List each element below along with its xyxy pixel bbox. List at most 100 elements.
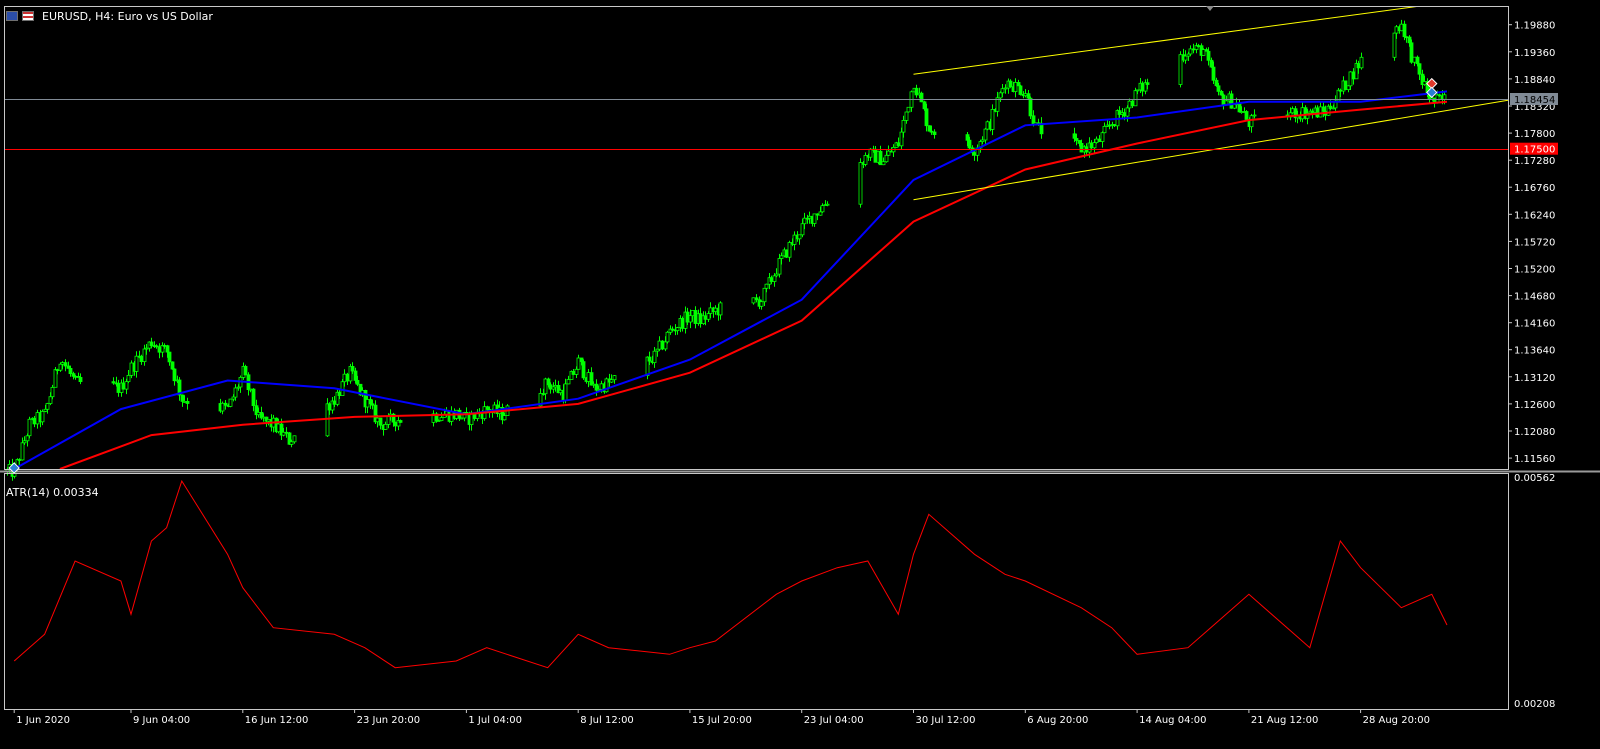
candle-body <box>365 399 370 408</box>
candle-body <box>180 394 185 402</box>
candle-body <box>754 297 759 301</box>
candle-body <box>769 277 774 282</box>
candle-body <box>858 162 863 205</box>
price-tick-label: 1.17280 <box>1514 156 1555 167</box>
candle-body <box>825 203 830 206</box>
candle <box>383 421 388 430</box>
candle-body <box>553 384 558 388</box>
candle <box>967 136 972 150</box>
price-tick-label: 1.17800 <box>1514 129 1555 140</box>
candle-body <box>873 148 878 163</box>
candle-body <box>256 411 261 416</box>
candle-body <box>233 387 238 398</box>
candle <box>1343 80 1348 91</box>
candle-body <box>1125 107 1130 117</box>
candle <box>1194 42 1199 54</box>
candle-body <box>543 378 548 395</box>
candle-body <box>792 234 797 245</box>
candle <box>985 120 990 131</box>
candle <box>751 297 756 305</box>
moving-average-line <box>13 90 1448 470</box>
price-tick-label: 1.18840 <box>1514 75 1555 86</box>
main-pane-frame <box>4 6 1509 470</box>
candle-body <box>1178 54 1183 85</box>
candle <box>546 377 551 388</box>
candle-body <box>1188 48 1193 55</box>
candle <box>1018 84 1023 96</box>
candle-body <box>896 142 901 147</box>
candle-body <box>886 150 891 156</box>
candle-body <box>932 131 937 135</box>
candle <box>858 158 863 208</box>
candle <box>927 125 932 132</box>
candle-body <box>586 372 591 382</box>
time-tick-label: 21 Aug 12:00 <box>1251 715 1318 726</box>
time-tick-label: 28 Aug 20:00 <box>1363 715 1430 726</box>
candle <box>1415 55 1420 67</box>
candle-body <box>718 302 723 316</box>
candle-body <box>998 92 1003 99</box>
candle-body <box>439 417 444 421</box>
candle <box>1178 51 1183 88</box>
candle-body <box>340 381 345 397</box>
pane-frames <box>0 6 1600 710</box>
candle-body <box>1092 142 1097 149</box>
candle-body <box>901 120 906 133</box>
time-tick-label: 14 Aug 04:00 <box>1139 715 1206 726</box>
candle-body <box>353 370 358 381</box>
candle <box>172 368 177 386</box>
atr-line <box>13 479 1448 669</box>
candle <box>22 436 27 445</box>
level-price-badge: 1.17500 <box>1514 145 1555 156</box>
candle <box>350 362 355 374</box>
candle <box>1409 39 1414 64</box>
candle-body <box>378 417 383 426</box>
candle <box>792 231 797 251</box>
atr-pane-frame <box>4 473 1509 710</box>
candle <box>177 377 182 401</box>
candle-body <box>142 348 147 363</box>
candle <box>165 344 170 358</box>
candle-body <box>126 374 131 382</box>
candle <box>1102 122 1107 134</box>
candle-body <box>972 152 977 156</box>
candle-body <box>124 381 129 390</box>
candle <box>919 91 924 103</box>
candle <box>243 364 248 376</box>
candle-body <box>980 139 985 143</box>
candle-body <box>818 211 823 216</box>
candle <box>129 360 134 379</box>
candle-body <box>1351 71 1356 80</box>
candle <box>983 127 988 145</box>
candle-body <box>1209 59 1214 68</box>
candle-body <box>1394 26 1399 34</box>
candle <box>663 336 668 352</box>
candle-body <box>332 400 337 405</box>
candle <box>800 218 805 238</box>
candle-body <box>1211 66 1216 81</box>
candle <box>1359 52 1364 70</box>
candle-body <box>663 341 668 350</box>
candle-body <box>1244 111 1249 120</box>
candle-body <box>772 275 777 282</box>
candle <box>396 415 401 431</box>
candle-body <box>906 106 911 113</box>
candle <box>71 371 76 380</box>
candle-body <box>459 417 464 420</box>
candle-body <box>800 223 805 236</box>
time-tick-label: 1 Jun 2020 <box>16 715 70 726</box>
candle <box>825 201 830 207</box>
candle-body <box>787 242 792 258</box>
candle <box>1000 84 1005 98</box>
candle-body <box>55 369 60 372</box>
candle <box>27 416 32 439</box>
time-tick-label: 9 Jun 04:00 <box>133 715 190 726</box>
candle-body <box>1206 50 1211 61</box>
candle-body <box>779 255 784 259</box>
price-tick-label: 1.14160 <box>1514 319 1555 330</box>
candle <box>932 129 937 139</box>
current-price-badge-bg <box>1510 93 1558 105</box>
candle-body <box>868 148 873 158</box>
